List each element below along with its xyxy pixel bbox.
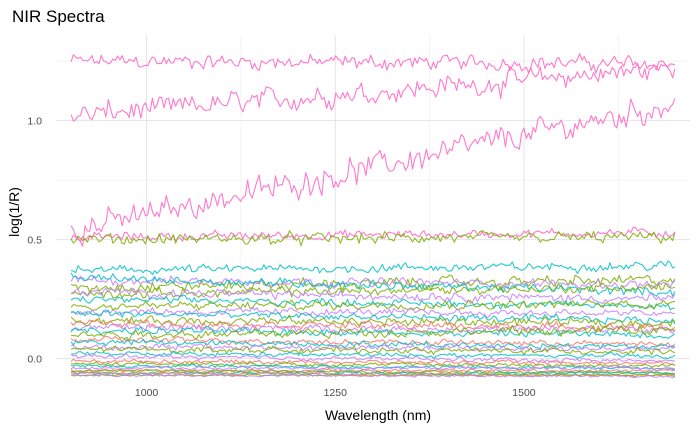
spectrum-line xyxy=(70,353,676,364)
spectrum-line xyxy=(70,361,676,368)
spectrum-line xyxy=(70,358,676,366)
spectrum-line xyxy=(71,343,676,353)
y-axis-title: log(1/R) xyxy=(6,187,22,237)
spectrum-line xyxy=(71,350,676,360)
spectrum-line xyxy=(70,338,676,350)
x-tick-label: 1500 xyxy=(512,387,536,399)
spectrum-line xyxy=(70,62,676,122)
y-tick-label: 1.0 xyxy=(27,116,42,128)
spectrum-line xyxy=(70,299,675,311)
x-tick-label: 1000 xyxy=(135,387,159,399)
spectrum-line xyxy=(70,323,676,335)
chart-title: NIR Spectra xyxy=(12,7,105,26)
spectrum-line xyxy=(70,345,676,356)
spectrum-line xyxy=(70,365,676,371)
spectrum-line xyxy=(70,260,676,276)
spectrum-line xyxy=(70,373,676,379)
y-tick-label: 0.0 xyxy=(27,354,42,366)
y-tick-label: 0.5 xyxy=(27,235,42,247)
spectrum-line xyxy=(70,274,676,293)
x-tick-label: 1250 xyxy=(324,387,348,399)
spectrum-line xyxy=(70,314,676,329)
spectrum-line xyxy=(71,309,676,325)
spectrum-line xyxy=(70,229,676,247)
spectrum-line xyxy=(70,275,676,290)
spectrum-line xyxy=(70,318,676,333)
spectrum-line xyxy=(70,294,675,311)
spectrum-line xyxy=(70,53,676,74)
spectrum-line xyxy=(70,335,676,348)
x-axis-title: Wavelength (nm) xyxy=(325,407,431,423)
spectrum-line xyxy=(71,282,676,299)
spectrum-line xyxy=(70,272,676,297)
spectrum-line xyxy=(70,324,676,341)
spectrum-line xyxy=(70,287,676,305)
series-lines xyxy=(70,53,676,379)
spectrum-line xyxy=(70,98,676,247)
tick-labels: 1000 1250 1500 0.0 0.5 1.0 xyxy=(27,116,535,399)
